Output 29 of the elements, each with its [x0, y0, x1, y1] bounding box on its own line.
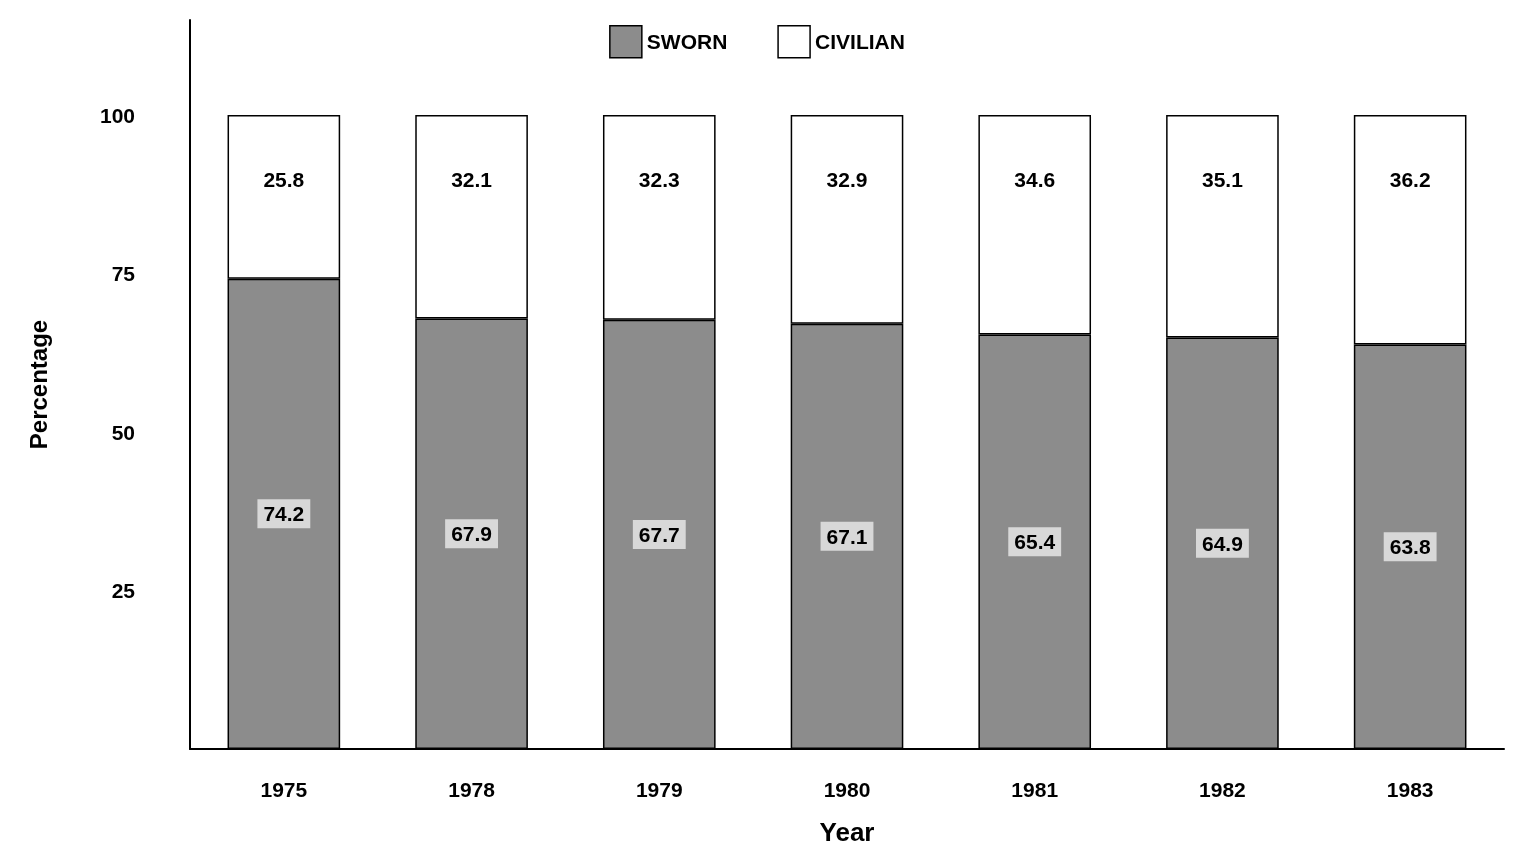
- data-label: 34.6: [1014, 168, 1056, 192]
- y-tick-label: 100: [99, 103, 135, 127]
- x-tick-label: 1980: [823, 778, 871, 801]
- data-label: 64.9: [1201, 531, 1243, 555]
- y-axis-title: Percentage: [24, 319, 52, 450]
- y-tick-label: 75: [111, 262, 136, 286]
- data-label: 32.9: [826, 168, 868, 192]
- x-tick-label: 1983: [1386, 778, 1434, 801]
- data-label: 36.2: [1389, 168, 1431, 192]
- legend-label: CIVILIAN: [815, 30, 905, 54]
- x-tick-label: 1975: [260, 778, 308, 801]
- data-label: 74.2: [263, 502, 305, 526]
- data-label: 65.4: [1014, 530, 1056, 554]
- data-label: 32.1: [451, 168, 493, 192]
- y-tick-label: 25: [111, 579, 136, 603]
- data-label: 35.1: [1201, 168, 1244, 192]
- legend-label: SWORN: [646, 30, 728, 54]
- x-tick-label: 1978: [448, 778, 496, 801]
- y-tick-label: 50: [111, 420, 135, 444]
- data-label: 32.3: [638, 168, 680, 192]
- x-tick-label: 1982: [1199, 778, 1246, 801]
- data-label: 25.8: [263, 168, 305, 192]
- x-tick-label: 1979: [635, 778, 683, 801]
- data-label: 63.8: [1389, 535, 1431, 559]
- x-axis-title: Year: [819, 817, 875, 847]
- data-label: 67.9: [451, 522, 493, 546]
- x-tick-label: 1981: [1011, 778, 1059, 801]
- data-label: 67.7: [638, 522, 680, 546]
- data-label: 67.1: [826, 524, 868, 548]
